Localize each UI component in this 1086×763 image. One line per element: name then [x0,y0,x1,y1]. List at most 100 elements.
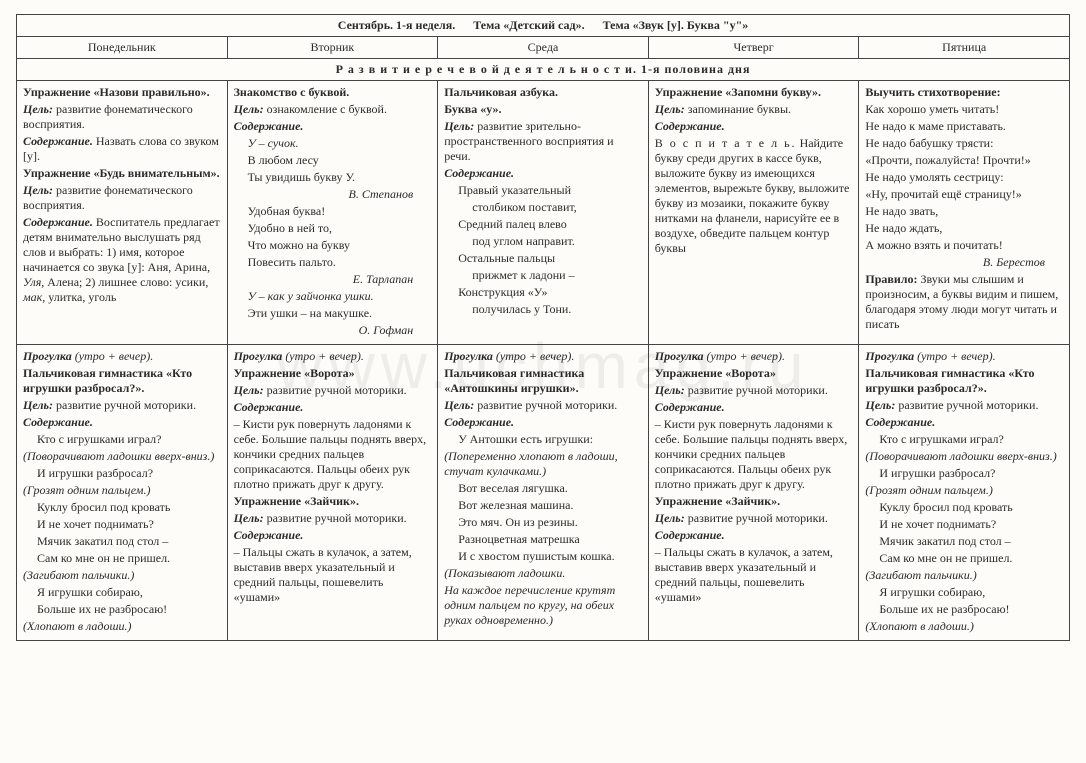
day-wed: Среда [438,37,649,59]
mon2-title: Пальчиковая гимнастика «Кто игрушки разб… [23,366,192,395]
content-label: Содержание. [234,400,304,414]
thu2-title2: Упражнение «Зайчик». [655,494,780,508]
poem-line: Эти ушки – на макушке. [248,306,372,320]
tue2-goal2: развитие ручной моторики. [264,511,407,525]
tue-title: Знакомство с буквой. [234,85,350,99]
tue2-goal: развитие ручной моторики. [264,383,407,397]
content-label: Содержание. [234,119,304,133]
stage-direction: На каждое перечисление крутят одним паль… [444,583,615,627]
goal-label: Цель: [23,102,53,116]
stage-direction: (Загибают пальчики.) [23,568,134,582]
goal-label: Цель: [23,398,53,412]
tue2-title2: Упражнение «Зайчик». [234,494,359,508]
content-label: Содержание. [865,415,935,429]
cell-fri-2: Прогулка (утро + вечер). Пальчиковая гим… [859,345,1070,641]
poem-author: Е. Тарлапан [353,272,413,286]
goal-label: Цель: [655,102,685,116]
tue2-p2: – Пальцы сжать в кулачок, а затем, выста… [234,545,432,605]
poem-line: А можно взять и почитать! [865,238,1063,253]
verse-line: И с хвостом пушистым кошка. [444,549,642,564]
walk-note: (утро + вечер). [704,349,786,363]
content-label: Содержание. [444,415,514,429]
cell-mon-2: Прогулка (утро + вечер). Пальчиковая гим… [17,345,228,641]
poem-line: столбиком поставит, [472,200,577,214]
mon-c2b: Уля, [23,275,44,289]
cell-wed-2: Прогулка (утро + вечер). Пальчиковая гим… [438,345,649,641]
thu-title: Упражнение «Запомни букву». [655,85,821,99]
content-label: Содержание. [655,119,725,133]
stage-direction: (Показывают ладошки. [444,566,565,580]
verse-line: Мячик закатил под стол – [865,534,1063,549]
wed-title2: Буква «у». [444,102,501,116]
poem-line: Удобно в ней то, [248,221,332,235]
days-header-row: Понедельник Вторник Среда Четверг Пятниц… [17,37,1070,59]
poem-line: «Ну, прочитай ещё страницу!» [865,187,1063,202]
goal-label: Цель: [234,102,264,116]
goal-label: Цель: [234,383,264,397]
thu2-goal2: развитие ручной моторики. [685,511,828,525]
header-month: Сентябрь. 1-я неделя. [338,18,456,32]
thu-goal: запоминание буквы. [685,102,791,116]
poem-line: Не надо к маме приставать. [865,119,1063,134]
cell-mon-1: Упражнение «Назови правильно». Цель: раз… [17,81,228,345]
poem-line: У – как у зайчонка ушки. [248,289,374,303]
section-title-row: Р а з в и т и е р е ч е в о й д е я т е … [17,59,1070,81]
day-mon: Понедельник [17,37,228,59]
cell-thu-1: Упражнение «Запомни букву». Цель: запоми… [648,81,859,345]
rule-label: Правило: [865,272,917,286]
fri-title: Выучить стихотворение: [865,85,1000,99]
stage-direction: (Грозят одним пальцем.) [865,483,992,497]
verse-line: И игрушки разбросал? [865,466,1063,481]
verse-line: Больше их не разбросаю! [865,602,1063,617]
poem-line: прижмет к ладони – [472,268,574,282]
walk-label: Прогулка [655,349,704,363]
poem-line: Правый указательный [458,183,571,197]
lesson-plan-table: Сентябрь. 1-я неделя. Тема «Детский сад»… [16,14,1070,641]
verse-line: Разноцветная матрешка [444,532,642,547]
content-label: Содержание. [655,528,725,542]
thu2-p1: – Кисти рук повернуть ладонями к себе. Б… [655,417,853,492]
content-label: Содержание. [234,528,304,542]
content-row-1: Упражнение «Назови правильно». Цель: раз… [17,81,1070,345]
walk-label: Прогулка [234,349,283,363]
verse-line: Мячик закатил под стол – [23,534,221,549]
wed2-goal: развитие ручной моторики. [474,398,617,412]
mon-c2e: улитка, уголь [45,290,116,304]
stage-direction: (Попеременно хлопают в ладоши, стучат ку… [444,449,617,478]
stage-direction: (Поворачивают ладошки вверх-вниз.) [23,449,214,463]
goal-label: Цель: [655,383,685,397]
tue2-title1: Упражнение «Ворота» [234,366,355,380]
thu2-goal: развитие ручной моторики. [685,383,828,397]
section-title: Р а з в и т и е р е ч е в о й д е я т е … [17,59,1070,81]
header-theme1: Тема «Детский сад». [473,18,584,32]
walk-note: (утро + вечер). [282,349,364,363]
header-row: Сентябрь. 1-я неделя. Тема «Детский сад»… [17,15,1070,37]
content-label: Содержание. [655,400,725,414]
verse-line: Я игрушки собираю, [865,585,1063,600]
poem-line: У – сучок. [248,136,299,150]
teacher-label: В о с п и т а т е л ь. [655,136,797,150]
verse-line: И не хочет поднимать? [865,517,1063,532]
walk-note: (утро + вечер). [914,349,996,363]
mon-c2d: мак, [23,290,45,304]
poem-line: Не надо умолять сестрицу: [865,170,1063,185]
walk-label: Прогулка [444,349,493,363]
mon-c2c: Алена; 2) лишнее слово: усики, [44,275,208,289]
poem-line: Остальные пальцы [458,251,555,265]
fri2-title: Пальчиковая гимнастика «Кто игрушки разб… [865,366,1034,395]
poem-line: под углом направит. [472,234,575,248]
verse-line: Кто с игрушками играл? [23,432,221,447]
goal-label: Цель: [865,398,895,412]
goal-label: Цель: [23,183,53,197]
poem-line: В любом лесу [248,153,319,167]
poem-line: Не надо ждать, [865,221,1063,236]
goal-label: Цель: [234,511,264,525]
mon-ex2-title: Упражнение «Будь внимательным». [23,166,220,180]
poem-line: Удобная буква! [248,204,326,218]
tue2-p1: – Кисти рук повернуть ладонями к себе. Б… [234,417,432,492]
mon2-goal: развитие ручной моторики. [53,398,196,412]
day-fri: Пятница [859,37,1070,59]
walk-note: (утро + вечер). [72,349,154,363]
verse-line: Сам ко мне он не пришел. [865,551,1063,566]
content-label: Содержание. [23,134,93,148]
